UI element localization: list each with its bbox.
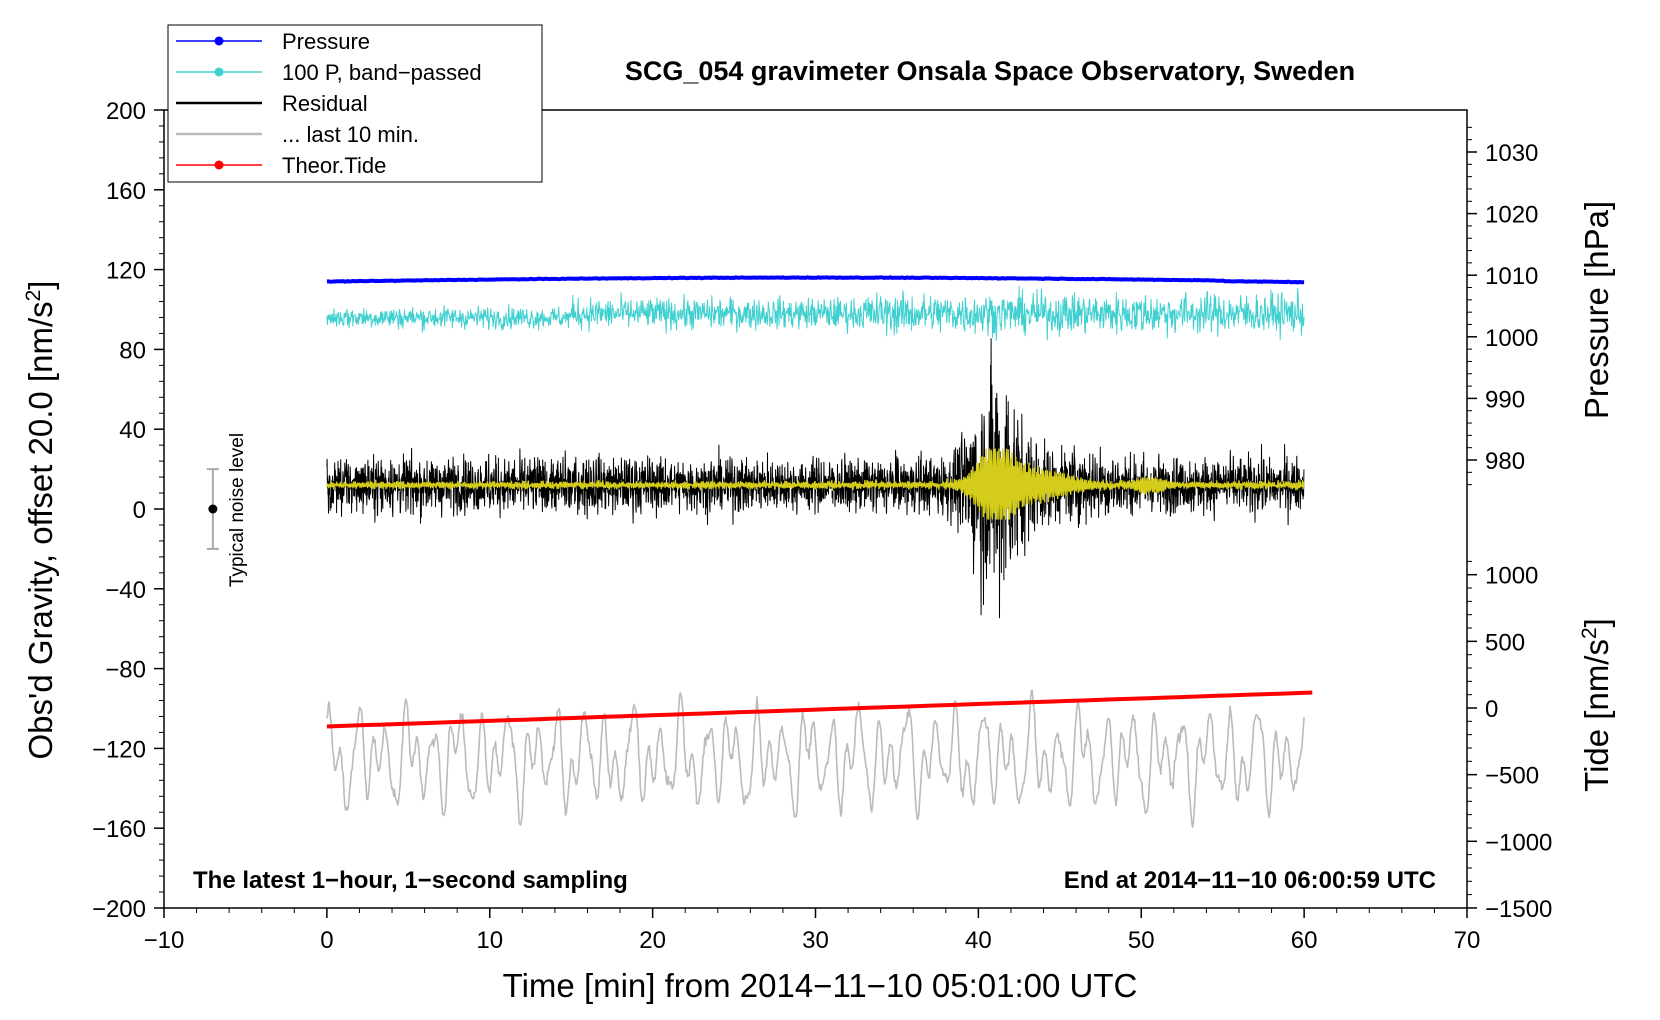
y-tick-label: 160 bbox=[106, 178, 146, 205]
x-tick-label: 50 bbox=[1128, 927, 1155, 954]
y-tick-label: −120 bbox=[92, 736, 146, 763]
x-axis-label: Time [min] from 2014−11−10 05:01:00 UTC bbox=[503, 967, 1138, 1004]
pressure-tick-label: 1010 bbox=[1485, 263, 1538, 290]
pressure-tick-label: 980 bbox=[1485, 448, 1525, 475]
pressure-tick-label: 1020 bbox=[1485, 202, 1538, 229]
x-tick-label: −10 bbox=[144, 927, 185, 954]
series-pressure bbox=[326, 275, 1305, 285]
chart-title: SCG_054 gravimeter Onsala Space Observat… bbox=[625, 56, 1355, 86]
series-layer bbox=[206, 275, 1313, 828]
y-tick-label: −200 bbox=[92, 896, 146, 923]
pressure-axis-label: Pressure [hPa] bbox=[1578, 201, 1615, 419]
tide-tick-label: −1500 bbox=[1485, 896, 1552, 923]
x-tick-label: 60 bbox=[1291, 927, 1318, 954]
x-tick-label: 0 bbox=[320, 927, 333, 954]
tide-axis-label: Tide [nm/s2] bbox=[1578, 618, 1615, 792]
series-pressure-bandpassed bbox=[326, 285, 1305, 341]
x-tick-label: 10 bbox=[476, 927, 503, 954]
y-tick-label: 80 bbox=[119, 337, 146, 364]
tide-tick-label: 0 bbox=[1485, 696, 1498, 723]
pressure-tick-label: 1030 bbox=[1485, 140, 1538, 167]
legend-marker bbox=[214, 160, 224, 170]
series-last-10-min bbox=[326, 689, 1305, 828]
legend-label: Pressure bbox=[282, 29, 370, 54]
series-theoretical-tide bbox=[326, 690, 1313, 729]
legend-label: ... last 10 min. bbox=[282, 122, 419, 147]
y-tick-label: −80 bbox=[105, 657, 146, 684]
tick-layer: −10 0 10 20 30 40 50 60 70−200−160−120−80−400408… bbox=[92, 98, 1552, 954]
legend-label: 100 P, band−passed bbox=[282, 60, 482, 85]
legend: Pressure 100 P, band−passed Residual ... la… bbox=[167, 24, 543, 183]
noise-level-label: Typical noise level bbox=[227, 433, 248, 587]
legend-label: Residual bbox=[282, 91, 368, 116]
tide-tick-label: 500 bbox=[1485, 629, 1525, 656]
x-tick-label: 70 bbox=[1454, 927, 1481, 954]
pressure-tick-label: 990 bbox=[1485, 386, 1525, 413]
sampling-note: The latest 1−hour, 1−second sampling bbox=[193, 867, 628, 894]
legend-marker bbox=[214, 67, 224, 77]
x-tick-label: 20 bbox=[639, 927, 666, 954]
tide-tick-label: −500 bbox=[1485, 763, 1539, 790]
x-tick-label: 30 bbox=[802, 927, 829, 954]
series-residual bbox=[326, 338, 1305, 619]
tide-tick-label: 1000 bbox=[1485, 563, 1538, 590]
y-tick-label: 40 bbox=[119, 417, 146, 444]
pressure-tick-label: 1000 bbox=[1485, 325, 1538, 352]
series-residual-smoothed bbox=[326, 448, 1305, 520]
y-tick-label: 120 bbox=[106, 258, 146, 285]
y-axis-label: Obs'd Gravity, offset 20.0 [nm/s2] bbox=[22, 281, 59, 760]
tide-tick-label: −1000 bbox=[1485, 829, 1552, 856]
end-time-note: End at 2014−11−10 06:00:59 UTC bbox=[1064, 867, 1436, 894]
legend-label: Theor.Tide bbox=[282, 153, 386, 178]
noise-bar-center bbox=[208, 504, 218, 514]
legend-marker bbox=[214, 36, 224, 46]
x-tick-label: 40 bbox=[965, 927, 992, 954]
y-tick-label: 200 bbox=[106, 98, 146, 125]
y-tick-label: −160 bbox=[92, 816, 146, 843]
y-tick-label: −40 bbox=[105, 577, 146, 604]
y-tick-label: 0 bbox=[133, 497, 146, 524]
